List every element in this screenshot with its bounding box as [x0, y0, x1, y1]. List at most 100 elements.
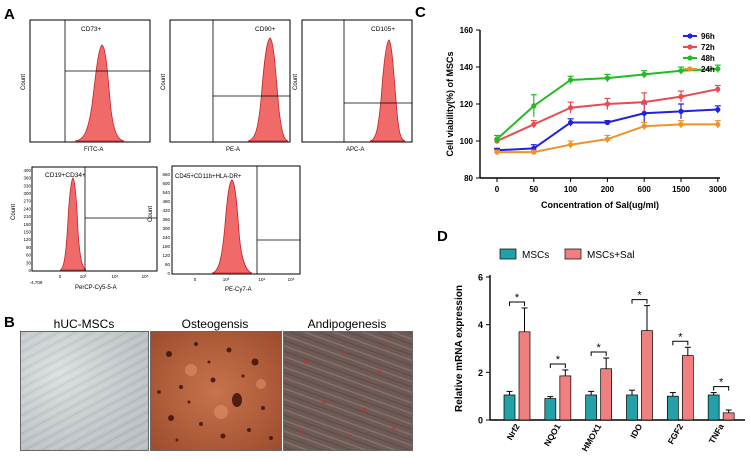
histogram-x-tick: 0 — [194, 277, 197, 282]
histogram-marker-label: CD105+ — [371, 26, 395, 33]
x-tick-label: HMOX1 — [580, 422, 604, 453]
histogram-y-tick: 0 — [28, 268, 31, 273]
data-point — [715, 66, 721, 72]
line-chart-cell-viability: 80 100 120 140 160 0 50 100 200 600 1500 3000 Concen… — [445, 26, 727, 210]
data-point — [678, 108, 684, 114]
x-tick-label: 100 — [564, 185, 578, 194]
data-point — [531, 149, 537, 155]
data-point — [531, 103, 537, 109]
significance-star: * — [597, 342, 602, 354]
x-tick-label: 50 — [529, 185, 538, 194]
histogram-x-tick: 10³ — [80, 274, 87, 279]
histogram-x-label: PerCP-Cy5-5-A — [75, 285, 117, 291]
bar-chart-mrna-expression: 0 2 4 6 Relative mRNA expression * Nrf2 * NQO1 * H… — [454, 248, 745, 453]
significance-star: * — [515, 292, 520, 304]
x-tick-label: 200 — [601, 185, 615, 194]
data-point — [678, 121, 684, 127]
y-tick-label: 160 — [460, 26, 474, 35]
x-tick-label: NQO1 — [542, 422, 563, 448]
legend-label: MSCs+Sal — [587, 250, 635, 261]
photo-andipogenesis — [283, 331, 413, 451]
data-point — [604, 101, 610, 107]
data-point — [604, 75, 610, 81]
data-point — [568, 105, 574, 111]
panel-label-c: C — [415, 4, 426, 21]
histogram-y-label: Count — [11, 204, 17, 220]
legend-marker — [687, 55, 693, 61]
bar-MSCs — [707, 394, 720, 421]
bar-MSCs — [626, 394, 638, 421]
data-point — [568, 119, 574, 126]
histogram-y-tick: 150 — [23, 230, 31, 235]
histogram-y-label: Count — [21, 74, 27, 90]
histogram-x-tick: 10⁴ — [112, 274, 119, 279]
data-point — [531, 121, 537, 127]
significance-bracket — [549, 363, 566, 368]
histogram-y-tick: 180 — [162, 244, 170, 249]
bar-MSCs — [503, 394, 516, 421]
x-tick-label: Nrf2 — [505, 422, 522, 442]
data-point — [715, 86, 721, 92]
significance-star: * — [719, 377, 724, 389]
legend-label: 72h — [701, 43, 715, 52]
bar-MSCs — [585, 394, 598, 421]
y-tick-label: 4 — [478, 320, 483, 330]
histogram-peak — [369, 39, 406, 142]
histogram-x-tick: 10⁵ — [142, 274, 149, 279]
histogram-y-tick: 300 — [162, 226, 170, 231]
series-line-72h — [496, 88, 718, 142]
histogram-y-tick: 270 — [23, 199, 31, 204]
significance-star: * — [556, 354, 561, 366]
legend-marker — [687, 66, 693, 72]
panel-label-d: D — [437, 228, 448, 245]
histogram-y-tick: 240 — [162, 235, 170, 240]
histogram-y-tick: 30 — [26, 260, 32, 265]
histogram-y-tick: 660 — [162, 172, 170, 177]
histogram-y-tick: 300 — [23, 191, 31, 196]
photo-huc-mscs — [20, 331, 149, 451]
histogram-x-tick: -4,709 — [30, 280, 43, 285]
bar-MSCs+Sal — [559, 375, 572, 421]
data-point — [641, 123, 647, 129]
significance-bracket — [713, 386, 730, 391]
histogram-y-tick: 400 — [23, 168, 31, 173]
significance-bracket — [509, 301, 525, 306]
legend-label: MSCs — [522, 250, 549, 261]
significance-bracket — [590, 351, 607, 357]
histogram-marker-label: CD19+CD34+ — [45, 172, 86, 179]
histogram-y-label: Count — [161, 74, 167, 90]
histogram-peak — [59, 177, 87, 271]
histogram-y-tick: 480 — [162, 199, 170, 204]
photo-title-osteogensis: Osteogensis — [181, 317, 249, 331]
histogram-x-label: FITC-A — [84, 147, 103, 153]
y-axis-label: Relative mRNA expression — [454, 285, 465, 412]
x-axis-label: Concentration of Sal(ug/ml) — [541, 200, 659, 210]
histogram-x-label: PE-Cy7-A — [225, 287, 252, 293]
bar-MSCs+Sal — [600, 368, 613, 421]
significance-bracket — [672, 340, 689, 346]
histogram-x-tick: 0 — [59, 274, 62, 279]
data-point — [604, 119, 610, 126]
y-tick-label: 6 — [478, 273, 483, 283]
histogram-x-tick: 10⁴ — [259, 277, 266, 282]
x-tick-label: 0 — [495, 185, 500, 194]
photo-title-andipogenesis: Andipogenesis — [307, 317, 387, 331]
legend-marker — [687, 44, 693, 50]
y-tick-label: 120 — [460, 100, 474, 109]
data-point — [678, 68, 684, 74]
x-tick-label: 600 — [638, 185, 652, 194]
data-point — [641, 99, 647, 105]
data-point — [641, 71, 647, 77]
y-tick-label: 0 — [478, 416, 483, 426]
data-point — [568, 77, 574, 83]
histogram-y-tick: 240 — [23, 206, 31, 211]
bar-MSCs+Sal — [518, 331, 531, 421]
series-line-96h — [496, 108, 718, 152]
histogram-cd90: CD90+ Count PE-A — [161, 19, 291, 153]
panel-label-a: A — [4, 6, 15, 23]
data-point — [494, 149, 500, 155]
histogram-y-tick: 210 — [23, 214, 31, 219]
legend-swatch — [564, 248, 582, 260]
histogram-y-label: Count — [293, 74, 299, 90]
histogram-x-tick: 10³ — [223, 277, 230, 282]
